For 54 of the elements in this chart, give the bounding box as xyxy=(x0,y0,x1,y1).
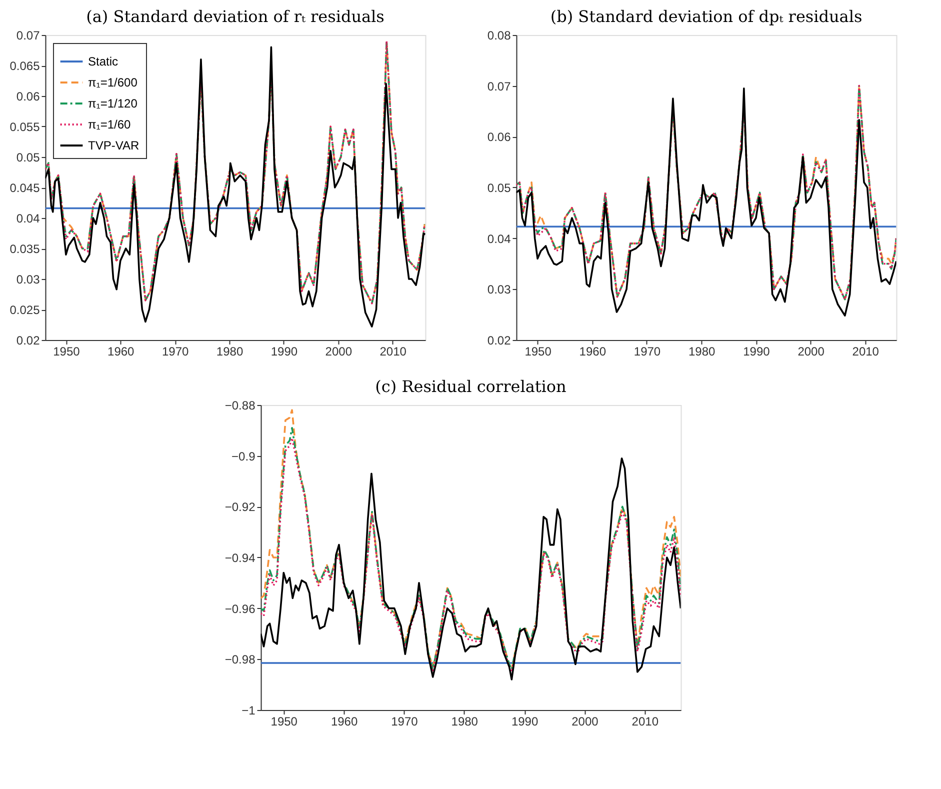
x-tick-label: 2010 xyxy=(632,714,659,728)
y-tick-label: −0.92 xyxy=(224,500,256,514)
x-tick-label: 1980 xyxy=(216,344,244,358)
y-tick-label: −0.88 xyxy=(224,398,256,412)
y-tick-label: 0.07 xyxy=(16,28,40,42)
x-tick-label: 1990 xyxy=(511,714,538,728)
legend-label: TVP-VAR xyxy=(88,138,140,152)
x-tick-label: 1960 xyxy=(579,344,606,358)
x-tick-label: 2000 xyxy=(325,344,352,358)
y-tick-label: 0.04 xyxy=(16,212,40,226)
legend-label: π₁=1/60 xyxy=(88,118,132,132)
x-tick-label: 1970 xyxy=(634,344,661,358)
x-tick-label: 1990 xyxy=(270,344,298,358)
y-tick-label: 0.05 xyxy=(487,181,512,195)
y-tick-label: 0.045 xyxy=(10,181,40,195)
y-tick-label: 0.065 xyxy=(10,59,40,73)
y-tick-label: −0.94 xyxy=(224,551,256,565)
x-tick-label: 1960 xyxy=(108,344,135,358)
y-tick-label: 0.03 xyxy=(16,272,40,286)
y-tick-label: 0.06 xyxy=(487,130,512,144)
y-tick-label: −0.9 xyxy=(232,449,256,464)
y-tick-label: −0.96 xyxy=(224,602,256,616)
x-tick-label: 1980 xyxy=(688,344,716,358)
y-tick-label: 0.03 xyxy=(487,282,512,297)
y-tick-label: 0.08 xyxy=(487,28,512,42)
y-tick-label: 0.05 xyxy=(16,150,40,164)
x-tick-label: 1970 xyxy=(162,344,189,358)
y-tick-label: 0.02 xyxy=(16,334,40,348)
y-tick-label: −0.98 xyxy=(224,652,256,667)
y-tick-label: 0.025 xyxy=(10,303,40,317)
chart-title: (b) Standard deviation of dpₜ residuals xyxy=(550,7,862,26)
y-tick-label: 0.02 xyxy=(487,334,512,348)
legend-label: π₁=1/600 xyxy=(88,76,138,90)
x-tick-label: 2000 xyxy=(572,714,599,728)
x-tick-label: 2000 xyxy=(798,344,825,358)
y-tick-label: −1 xyxy=(242,704,256,718)
y-tick-label: 0.055 xyxy=(10,120,40,134)
y-tick-label: 0.07 xyxy=(487,79,512,94)
x-tick-label: 1980 xyxy=(451,714,478,728)
x-tick-label: 2010 xyxy=(380,344,407,358)
x-tick-label: 1970 xyxy=(391,714,418,728)
y-tick-label: 0.06 xyxy=(16,90,40,104)
y-tick-label: 0.035 xyxy=(10,242,40,256)
x-tick-label: 1950 xyxy=(270,714,298,728)
x-tick-label: 1990 xyxy=(743,344,770,358)
x-tick-label: 1950 xyxy=(53,344,80,358)
chart-title: (c) Residual correlation xyxy=(375,377,566,396)
x-tick-label: 1950 xyxy=(524,344,552,358)
y-tick-label: 0.04 xyxy=(487,232,512,246)
legend-label: Static xyxy=(88,54,118,68)
x-tick-label: 1960 xyxy=(330,714,358,728)
x-tick-label: 2010 xyxy=(852,344,880,358)
legend-label: π₁=1/120 xyxy=(88,96,138,110)
chart-title: (a) Standard deviation of rₜ residuals xyxy=(86,7,384,26)
